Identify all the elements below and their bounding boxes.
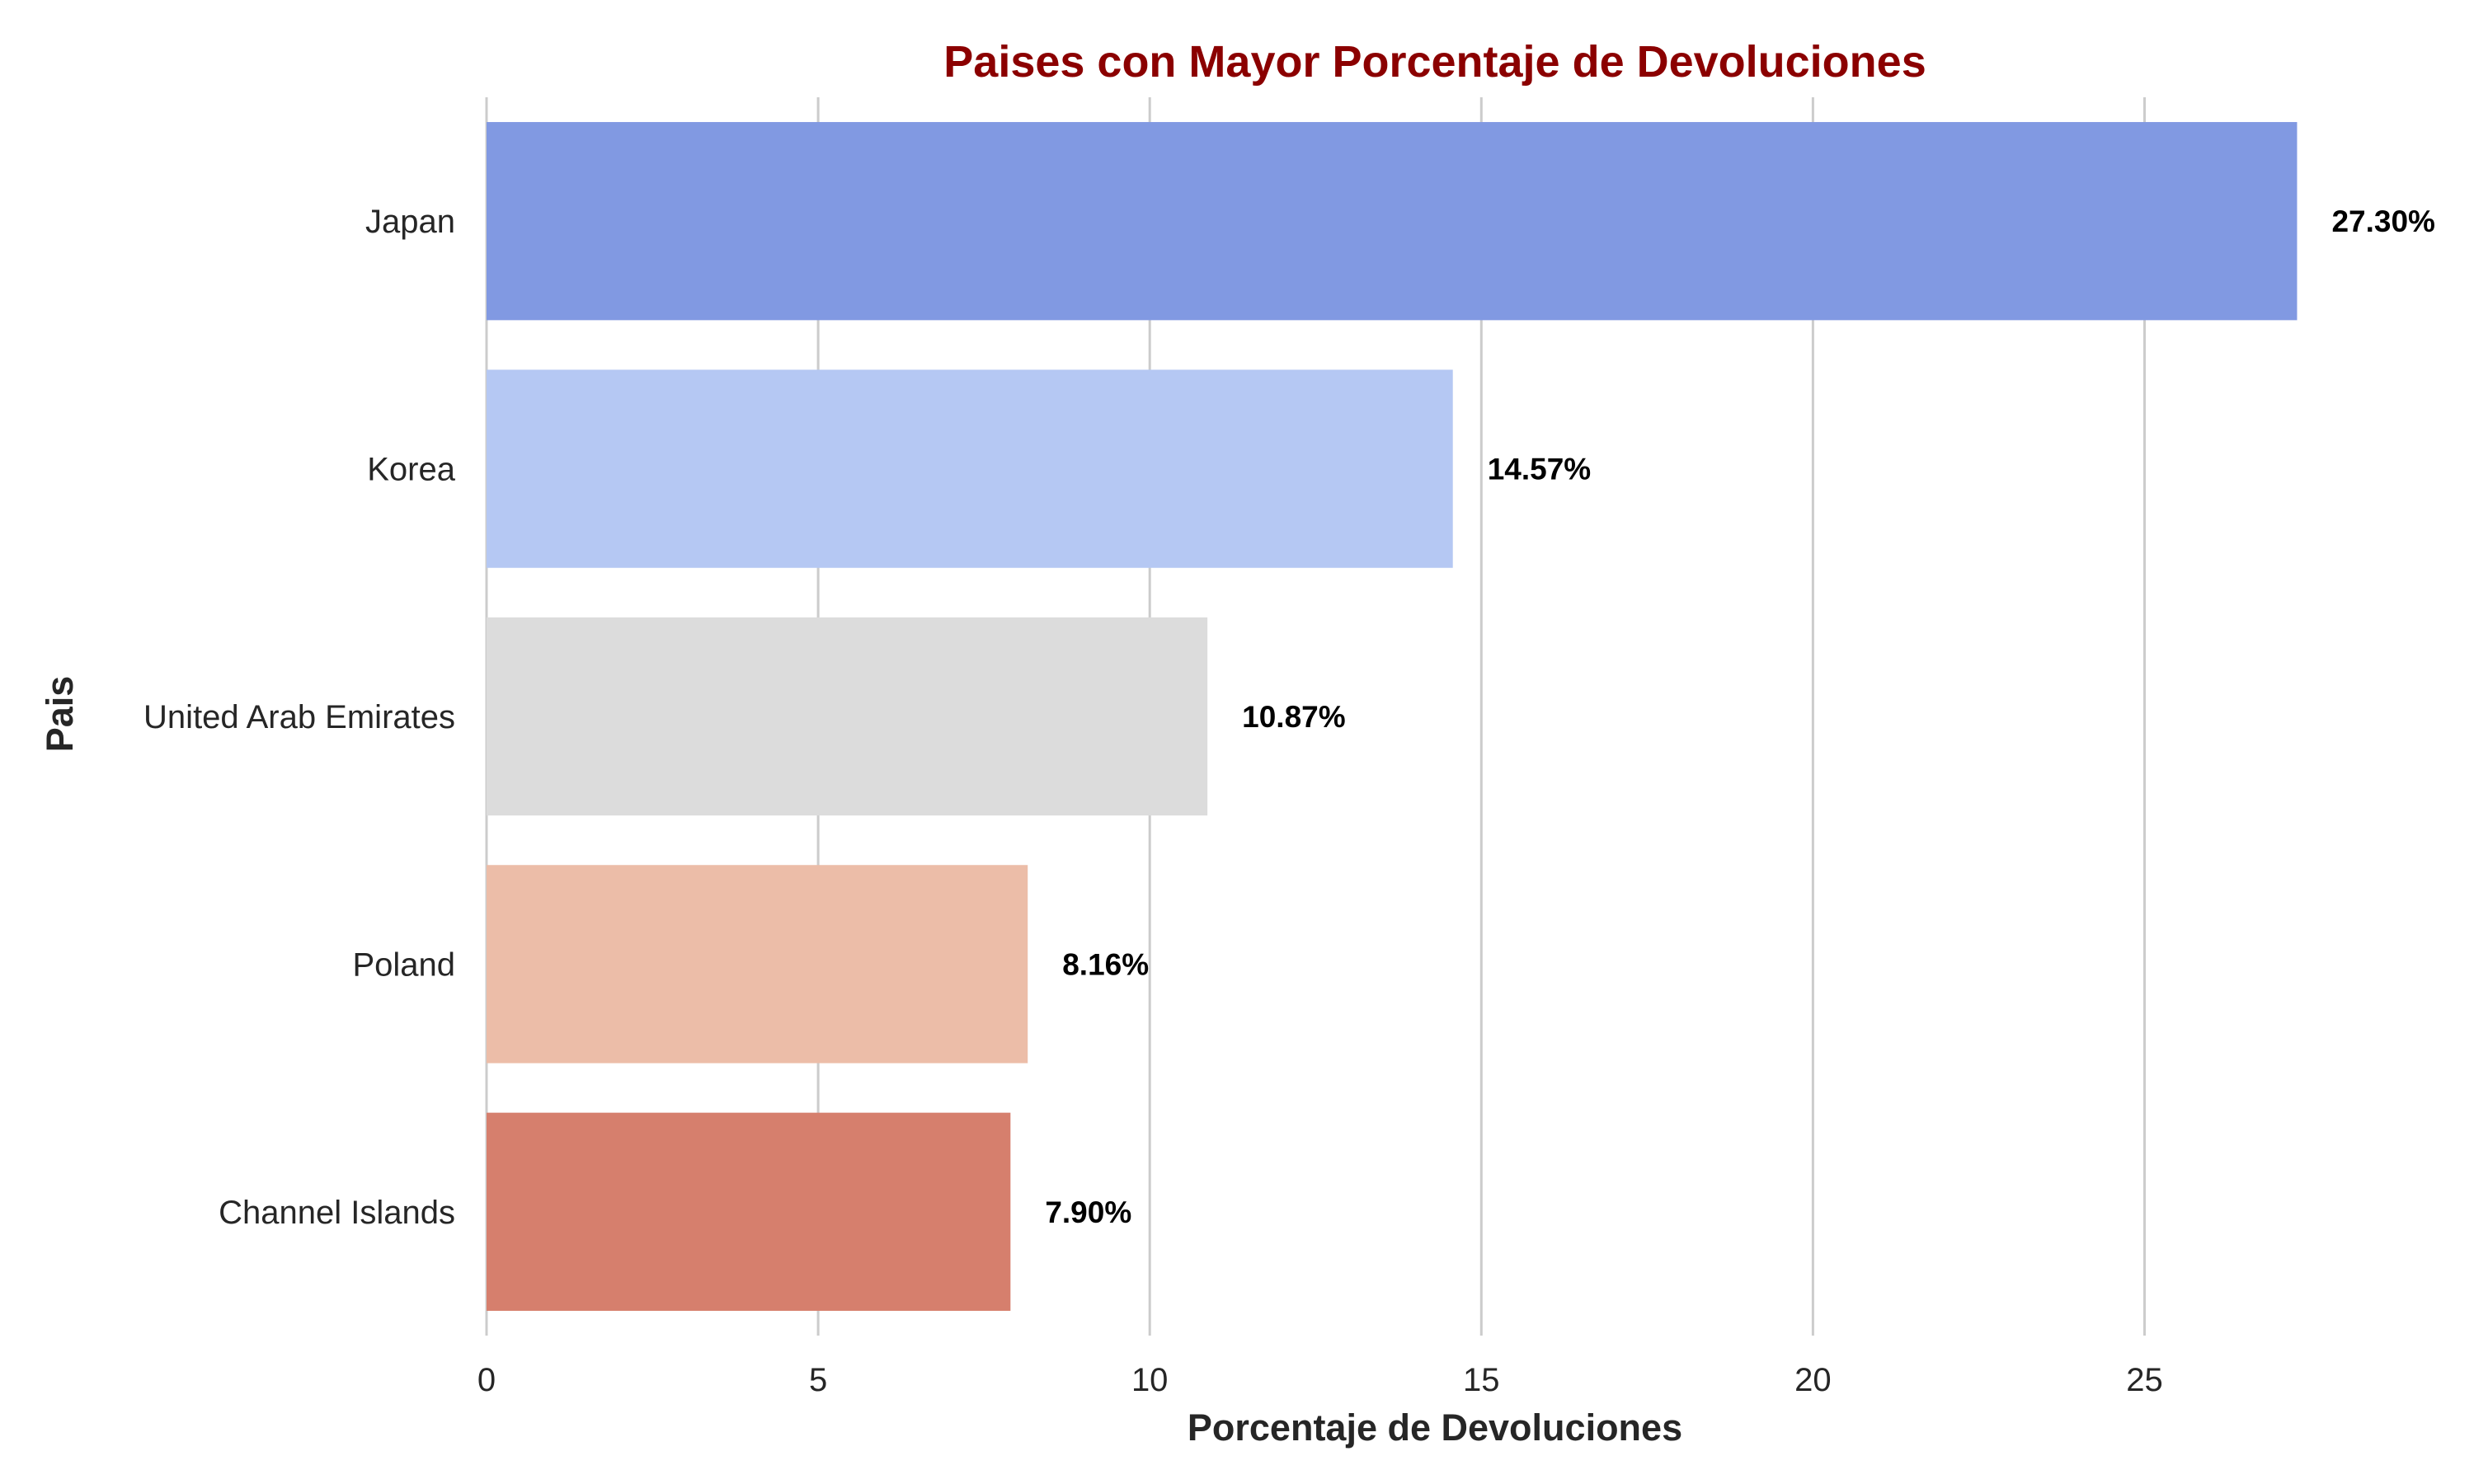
data-label: 27.30% <box>2331 204 2435 238</box>
category-label: United Arab Emirates <box>143 699 455 735</box>
bar <box>487 1112 1011 1311</box>
x-tick-label: 0 <box>477 1362 496 1398</box>
bar <box>487 122 2298 321</box>
bars <box>487 122 2298 1311</box>
category-label: Channel Islands <box>219 1195 455 1231</box>
x-tick-label: 20 <box>1794 1362 1832 1398</box>
data-label: 8.16% <box>1062 947 1149 981</box>
category-label: Poland <box>352 946 455 983</box>
y-axis-label: Pais <box>39 676 81 753</box>
x-axis-label: Porcentaje de Devoluciones <box>1188 1407 1682 1449</box>
x-tick-label: 15 <box>1463 1362 1500 1398</box>
labels: 0 5 10 15 20 25 Japan 27.30% Korea 14.57% United A… <box>143 204 2435 1398</box>
bar <box>487 617 1208 816</box>
x-tick-label: 10 <box>1131 1362 1169 1398</box>
category-label: Japan <box>365 204 455 240</box>
bar <box>487 369 1453 568</box>
data-label: 10.87% <box>1242 700 1346 734</box>
data-label: 7.90% <box>1045 1195 1131 1229</box>
x-tick-label: 5 <box>809 1362 827 1398</box>
chart-title: Paises con Mayor Porcentaje de Devolucio… <box>943 37 1926 87</box>
bar <box>487 865 1028 1064</box>
category-label: Korea <box>367 452 455 488</box>
data-label: 14.57% <box>1488 453 1592 486</box>
x-tick-label: 25 <box>2126 1362 2163 1398</box>
